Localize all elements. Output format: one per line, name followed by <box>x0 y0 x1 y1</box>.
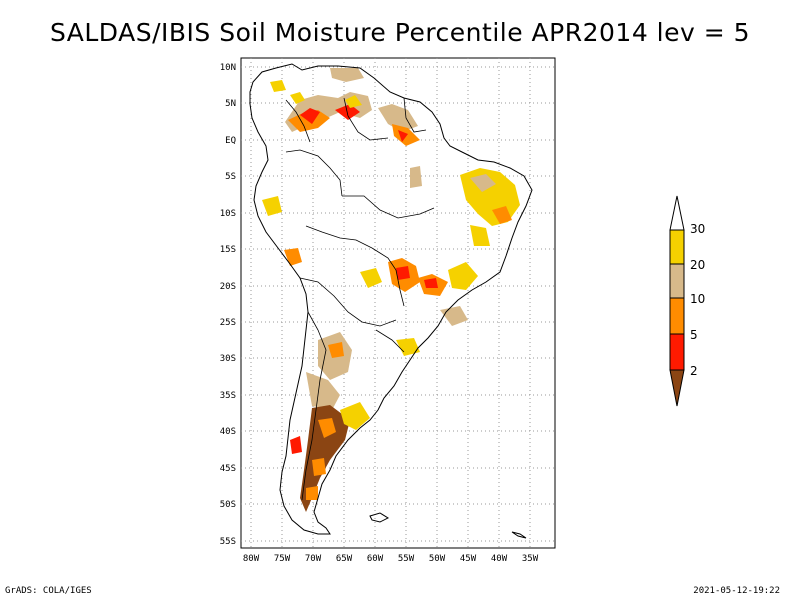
footer-timestamp: 2021-05-12-19:22 <box>693 586 780 596</box>
lon-tick-label: 80W <box>243 554 260 564</box>
lon-tick-label: 35W <box>522 554 539 564</box>
colorbar-segment <box>669 297 685 335</box>
colorbar <box>669 195 685 407</box>
grid-lines <box>241 58 555 548</box>
lat-tick-label: 25S <box>220 318 236 328</box>
island-outline <box>369 512 390 523</box>
lon-tick-label: 55W <box>398 554 415 564</box>
colorbar-label: 2 <box>690 364 698 378</box>
lat-tick-label: 30S <box>220 354 236 364</box>
lon-tick-label: 40W <box>491 554 508 564</box>
colorbar-label: 5 <box>690 328 698 342</box>
lon-tick-label: 65W <box>336 554 353 564</box>
continent-outline <box>249 63 533 535</box>
lat-tick-label: 45S <box>220 464 236 474</box>
footer-credit: GrADS: COLA/IGES <box>5 586 92 596</box>
lon-tick-label: 70W <box>305 554 322 564</box>
lon-tick-label: 75W <box>274 554 291 564</box>
colorbar-bottom-triangle <box>669 369 685 407</box>
colorbar-segment <box>669 333 685 371</box>
lat-tick-label: 5S <box>225 172 236 182</box>
lat-tick-label: 40S <box>220 427 236 437</box>
colorbar-label: 20 <box>690 258 706 272</box>
colorbar-top-triangle <box>669 195 685 231</box>
lat-tick-label: 10N <box>220 63 236 73</box>
lon-tick-label: 60W <box>367 554 384 564</box>
lon-tick-label: 45W <box>460 554 477 564</box>
colorbar-label: 10 <box>690 292 706 306</box>
lon-tick-label: 50W <box>429 554 446 564</box>
lat-axis: 10N 5N EQ 5S 10S 15S 20S 25S 30S 35S 40S… <box>220 63 236 547</box>
lat-tick-label: 50S <box>220 500 236 510</box>
country-borders <box>285 97 435 501</box>
lon-axis: 80W 75W 70W 65W 60W 55W 50W 45W 40W 35W <box>243 554 539 564</box>
lat-tick-label: 15S <box>220 245 236 255</box>
lat-tick-label: 35S <box>220 391 236 401</box>
colorbar-segment <box>669 263 685 299</box>
map-title: SALDAS/IBIS Soil Moisture Percentile APR… <box>49 18 751 47</box>
lat-tick-label: 20S <box>220 282 236 292</box>
island-outline <box>511 531 527 539</box>
soil-moisture-shading <box>262 68 520 512</box>
lat-tick-label: 5N <box>225 99 236 109</box>
lat-tick-label: EQ <box>225 136 236 146</box>
lat-tick-label: 10S <box>220 209 236 219</box>
lat-tick-label: 55S <box>220 537 236 547</box>
colorbar-segment <box>669 229 685 265</box>
colorbar-label: 30 <box>690 222 706 236</box>
